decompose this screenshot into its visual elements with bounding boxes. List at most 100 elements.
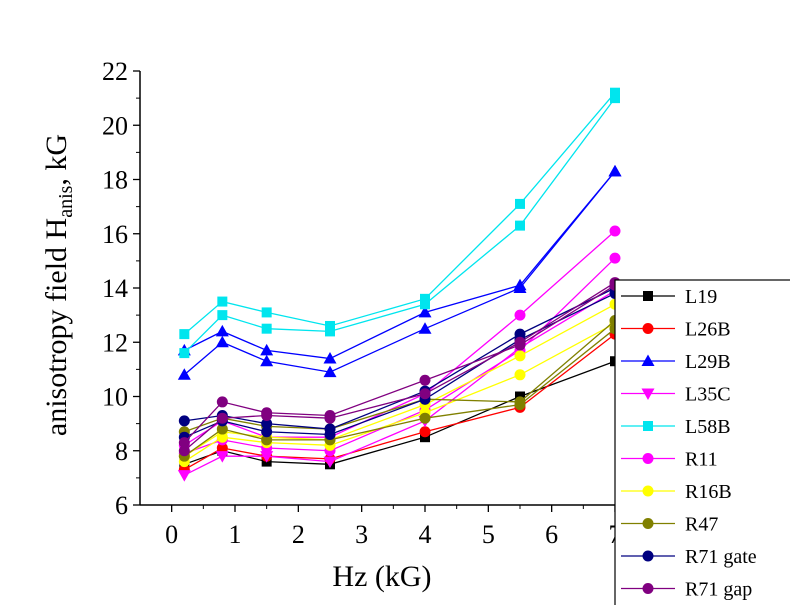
- legend-label: R11: [685, 449, 718, 471]
- data-point: [514, 369, 526, 381]
- x-tick-label: 0: [165, 520, 178, 549]
- data-point: [215, 335, 229, 348]
- data-point: [514, 396, 526, 408]
- data-point: [216, 442, 228, 454]
- series-12: [178, 315, 621, 438]
- data-point: [609, 252, 621, 264]
- series-1: [178, 328, 621, 476]
- data-point: [324, 423, 336, 435]
- legend-entry: R71 gate: [621, 546, 757, 568]
- series-line: [183, 97, 616, 354]
- data-point: [419, 426, 431, 438]
- data-point: [260, 354, 274, 367]
- legend-entry: L58B: [621, 416, 731, 438]
- series-line: [184, 333, 616, 471]
- y-axis-title-suffix: , kG: [40, 134, 73, 186]
- data-point: [420, 299, 430, 310]
- legend-marker: [642, 518, 654, 529]
- legend-marker: [641, 354, 655, 366]
- data-point: [217, 310, 228, 321]
- data-point: [418, 322, 432, 334]
- x-tick-label: 1: [229, 520, 242, 549]
- legend-label: L26B: [685, 319, 731, 341]
- data-point: [325, 320, 335, 331]
- x-tick-label: 2: [292, 520, 305, 549]
- data-point: [419, 388, 431, 400]
- series-line: [183, 328, 616, 457]
- legend-marker: [643, 421, 653, 431]
- legend-label: L58B: [685, 416, 731, 438]
- data-point: [419, 412, 431, 424]
- data-point: [261, 307, 272, 318]
- data-point: [177, 470, 191, 482]
- y-tick-label: 18: [102, 166, 128, 195]
- legend-label: L19: [685, 286, 717, 308]
- legend-marker: [642, 583, 654, 594]
- legend-label: R47: [685, 514, 718, 536]
- y-tick-label: 6: [115, 491, 128, 520]
- data-point: [261, 409, 273, 421]
- legend-label: R16B: [685, 481, 732, 503]
- legend-label: L29B: [685, 351, 731, 373]
- series-6: [179, 87, 620, 340]
- legend-entry: L26B: [621, 319, 731, 341]
- data-point: [178, 437, 190, 449]
- legend-marker: [642, 550, 654, 562]
- data-point: [260, 343, 274, 356]
- data-point: [216, 396, 228, 408]
- y-tick-label: 16: [102, 220, 128, 249]
- data-point: [261, 323, 272, 334]
- data-point: [515, 198, 525, 209]
- plot-area: [177, 87, 622, 482]
- data-point: [261, 426, 273, 438]
- y-tick-label: 8: [115, 437, 128, 466]
- y-tick-label: 10: [102, 383, 128, 412]
- y-tick-label: 20: [102, 111, 128, 140]
- data-point: [217, 296, 228, 307]
- series-11: [178, 323, 621, 462]
- legend-label: R71 gate: [685, 546, 757, 568]
- data-point: [324, 412, 336, 424]
- data-point: [216, 412, 228, 424]
- data-point: [515, 220, 525, 231]
- legend: L19 L26B L29B L35C L58B R11 R16B R47 R71 gate R71…: [614, 279, 790, 605]
- series-16: [178, 277, 621, 457]
- data-point: [178, 415, 190, 427]
- data-point: [323, 456, 337, 469]
- data-point: [514, 309, 526, 321]
- legend-entry: L19: [621, 286, 717, 308]
- x-axis-title: Hz (kG): [332, 560, 431, 593]
- data-point: [179, 348, 190, 359]
- data-point: [177, 368, 191, 380]
- x-tick-label: 6: [545, 520, 558, 549]
- data-point: [513, 278, 527, 291]
- data-point: [323, 365, 337, 378]
- data-point: [609, 225, 621, 237]
- data-point: [610, 93, 620, 104]
- data-point: [178, 445, 190, 457]
- data-point: [216, 423, 228, 435]
- legend-label: R71 gap: [685, 579, 752, 601]
- legend-marker: [641, 388, 655, 400]
- series-3: [177, 164, 622, 364]
- legend-label: L35C: [685, 384, 731, 406]
- legend-marker: [642, 453, 654, 464]
- data-point: [608, 164, 622, 177]
- data-point: [420, 293, 430, 304]
- series-line: [183, 92, 616, 335]
- legend-marker: [642, 323, 654, 334]
- x-tick-label: 4: [419, 520, 432, 549]
- series-line: [183, 230, 616, 446]
- axes: 012345676810121416182022: [102, 57, 622, 549]
- legend-entry: L35C: [621, 384, 731, 406]
- y-axis-title-main: anisotropy field H: [40, 218, 73, 436]
- legend-entry: L29B: [621, 351, 731, 373]
- data-point: [419, 374, 431, 386]
- data-point: [215, 324, 229, 337]
- series-line: [184, 170, 616, 360]
- x-tick-label: 3: [355, 520, 368, 549]
- data-point: [610, 87, 620, 98]
- y-tick-label: 22: [102, 57, 128, 86]
- series-line: [184, 292, 616, 438]
